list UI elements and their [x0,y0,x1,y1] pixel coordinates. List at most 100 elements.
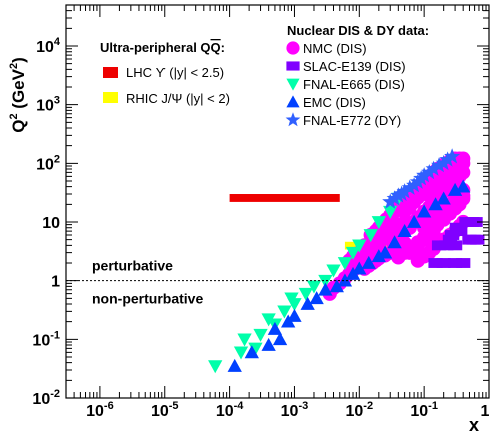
legend-dis-label-3: EMC (DIS) [303,95,366,110]
data-point [468,217,483,227]
legend-dis-label-2: FNAL-E665 (DIS) [303,77,405,92]
data-point [371,249,386,263]
data-point [444,230,460,240]
legend-swatch-lhc [103,67,118,78]
data-point [244,345,259,359]
legend-marker-0 [286,41,300,55]
label-non-perturbative: non-perturbative [92,291,203,307]
data-point [428,197,443,211]
legend-marker-1 [286,61,300,71]
data-point [435,154,452,171]
y-tick-label: 103 [36,95,60,115]
data-point [371,216,386,230]
data-point [233,346,249,360]
data-point [361,255,376,269]
data-point [261,337,276,351]
data-points [208,148,485,374]
data-point [401,179,418,195]
y-tick-label: 1 [51,274,60,291]
data-point [237,333,252,347]
data-point [397,223,412,237]
data-point [447,240,463,251]
data-point [267,321,283,335]
legend-dis-label-1: SLAC-E139 (DIS) [303,59,406,74]
x-axis-label: x [469,415,479,435]
data-point [309,291,324,305]
data-point [337,257,353,271]
x-tick-label: 10-5 [151,400,179,420]
data-point [277,305,292,319]
upc-region-0 [229,194,340,202]
data-point [436,258,451,268]
data-point [383,205,398,219]
y-tick-label: 10 [42,215,60,232]
series-4 [382,148,461,209]
legend-dis-title: Nuclear DIS & DY data: [287,23,429,38]
axis-ticks [65,4,490,399]
tick-marks [65,4,490,399]
data-point [386,190,403,206]
legend-dis-label-0: NMC (DIS) [303,41,367,56]
legend-upc-title: Ultra-peripheral QQ: [100,40,225,55]
data-point [306,280,322,294]
data-point [416,167,433,183]
data-point [382,193,399,209]
data-point [298,287,314,301]
data-point [456,258,471,268]
data-point [447,182,463,196]
legend-marker-3 [286,95,300,108]
label-perturbative: perturbative [92,258,173,274]
data-point [453,226,468,237]
legend-swatch-rhic [103,92,118,103]
legend-label-rhic: RHIC J/Ψ (|y| < 2) [126,91,230,106]
data-point [436,191,451,205]
data-point [253,328,268,342]
data-point [431,157,448,173]
y-axis-label: Q2 (GeV2) [8,57,28,133]
legend-dis-label-4: FNAL-E772 (DY) [303,113,401,128]
series-1 [428,217,485,268]
x-tick-label: 10-4 [216,400,244,420]
legend-dis: Nuclear DIS & DY data: NMC (DIS) SLAC-E13… [285,23,429,128]
data-point [406,214,422,228]
data-point [337,273,353,287]
series-3 [227,179,471,372]
data-point [456,179,471,193]
data-point [352,239,367,253]
data-point [345,246,361,260]
data-point [300,296,315,310]
data-point [431,240,447,251]
data-point [377,245,393,259]
x-tick-label: 10-2 [346,400,374,420]
data-point [284,292,299,306]
legend-marker-4 [285,112,301,127]
data-point [363,229,378,243]
data-point [329,279,344,293]
y-tick-label: 104 [36,36,61,56]
data-point [417,204,432,218]
data-point [287,308,302,322]
data-point [352,261,367,275]
legend-upc: Ultra-peripheral QQ: LHC ϒ (|y| < 2.5) R… [100,40,230,106]
data-point [208,360,223,374]
legend-label-lhc: LHC ϒ (|y| < 2.5) [126,65,224,80]
plot-frame [65,4,490,399]
x-tick-label: 10-6 [86,400,114,420]
y-tick-label: 10-1 [32,329,60,349]
data-point [439,240,454,251]
data-point [421,163,438,180]
data-point [447,258,463,268]
data-point [456,156,471,171]
data-point [261,313,276,327]
data-point [396,183,413,199]
y-tick-label: 10-2 [32,388,60,408]
x-tick-label: 1 [481,403,490,420]
data-point [444,148,461,164]
y-tick-label: 102 [36,153,60,173]
data-point [425,160,442,176]
data-point [272,332,288,346]
data-point [470,234,485,245]
data-point [227,358,242,372]
axis-tick-labels: 10-6 10-5 10-4 10-3 10-2 10-1 1 10-2 10-1 1 10 102 1… [32,36,489,420]
